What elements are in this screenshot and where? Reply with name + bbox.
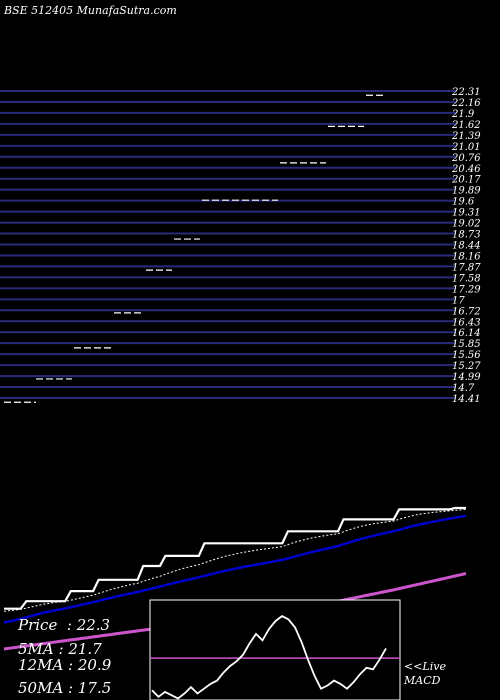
price-level-label: 20.17 [451, 175, 481, 186]
stat-50ma-value: 17.5 [77, 679, 112, 697]
stat-12ma-label: 12MA [18, 656, 64, 674]
price-level-label: 16.43 [452, 317, 481, 328]
stat-5ma: 5MA : 21.7 [18, 640, 102, 658]
stat-12ma-value: 20.9 [77, 656, 112, 674]
macd-title-label: MACD [404, 674, 441, 687]
price-level-label: 22.16 [451, 98, 481, 109]
price-line [4, 506, 466, 610]
price-level-label: 17.58 [452, 273, 481, 284]
price-level-label: 17.29 [452, 284, 481, 295]
ma5-line [3, 508, 467, 612]
price-level-grid [0, 90, 456, 399]
price-level-label: 20.46 [451, 164, 481, 175]
ma12-line [3, 514, 467, 624]
price-level-label: 14.41 [452, 394, 481, 405]
price-level-label: 15.85 [452, 339, 481, 350]
price-level-label: 19.89 [452, 186, 481, 197]
price-level-label: 16.14 [452, 328, 481, 339]
price-level-label: 19.6 [452, 197, 475, 208]
price-level-label: 21.01 [451, 142, 481, 153]
stat-50ma: 50MA : 17.5 [18, 679, 112, 697]
stat-5ma-label: 5MA [18, 640, 54, 658]
macd-frame [149, 599, 401, 700]
price-level-label: 17.87 [452, 262, 481, 273]
price-level-label: 14.7 [452, 383, 475, 394]
stat-12ma: 12MA : 20.9 [18, 656, 112, 674]
price-level-labels: 22.3122.1621.921.6221.3921.0120.7620.462… [451, 87, 481, 405]
price-level-label: 19.02 [452, 219, 481, 230]
chart-header: BSE 512405 MunafaSutra.com [4, 4, 177, 17]
stat-price-value: 22.3 [76, 616, 111, 634]
price-level-label: 21.39 [451, 131, 481, 142]
price-level-label: 18.16 [452, 251, 481, 262]
price-level-label: 21.62 [451, 120, 481, 131]
price-level-label: 16.72 [452, 306, 481, 317]
support-marks [4, 94, 386, 403]
price-level-label: 17 [452, 295, 465, 306]
price-level-label: 22.31 [451, 87, 481, 98]
stat-5ma-value: 21.7 [68, 640, 102, 658]
price-level-label: 18.44 [452, 241, 481, 252]
price-level-label: 14.99 [452, 372, 481, 383]
price-level-label: 15.56 [452, 350, 481, 361]
stat-price-label: Price [18, 616, 58, 634]
price-level-label: 15.27 [452, 361, 481, 372]
macd-live-label: <<Live [404, 660, 446, 673]
price-level-label: 19.31 [452, 208, 481, 219]
stat-price: Price : 22.3 [18, 616, 111, 634]
price-level-label: 21.9 [451, 109, 475, 120]
stat-50ma-label: 50MA [18, 679, 64, 697]
price-level-label: 18.73 [452, 230, 481, 241]
price-level-label: 20.76 [451, 153, 481, 164]
macd-line [151, 615, 387, 700]
macd-panel [149, 599, 401, 700]
